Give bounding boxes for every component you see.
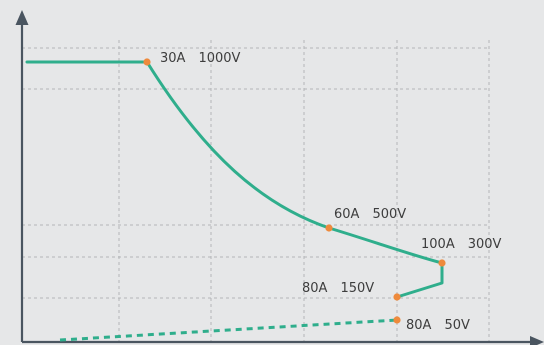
data-point (393, 316, 401, 324)
data-label-voltage: 500V (372, 207, 406, 222)
data-label-voltage: 50V (444, 318, 470, 333)
data-label-current: 80A (406, 318, 432, 333)
axes (15, 10, 544, 345)
data-point (325, 224, 333, 232)
series-line-solid (25, 60, 444, 299)
data-label: 80A 50V (406, 318, 470, 333)
data-label-current: 100A (421, 237, 455, 252)
data-point (438, 259, 446, 267)
data-label-voltage: 300V (468, 237, 502, 252)
data-label: 60A 500V (334, 207, 406, 222)
data-point (143, 58, 151, 66)
data-label-voltage: 150V (340, 281, 374, 296)
data-label-current: 80A (302, 281, 328, 296)
data-label-voltage: 1000V (198, 51, 240, 66)
data-points (143, 58, 446, 324)
y-axis-arrow-icon (15, 10, 29, 25)
curves (25, 60, 444, 342)
data-label: 80A 150V (302, 281, 374, 296)
grid (22, 40, 490, 342)
data-point (393, 293, 401, 301)
data-label: 100A 300V (421, 237, 502, 252)
data-label-current: 30A (160, 51, 186, 66)
x-axis-arrow-icon (530, 336, 544, 345)
data-label-current: 60A (334, 207, 360, 222)
data-label: 30A 1000V (160, 51, 241, 66)
data-labels: 30A 1000V 60A 500V 100A 300V 80A 150V 80A 50V (160, 51, 502, 333)
series-line-dashed (59, 318, 398, 342)
